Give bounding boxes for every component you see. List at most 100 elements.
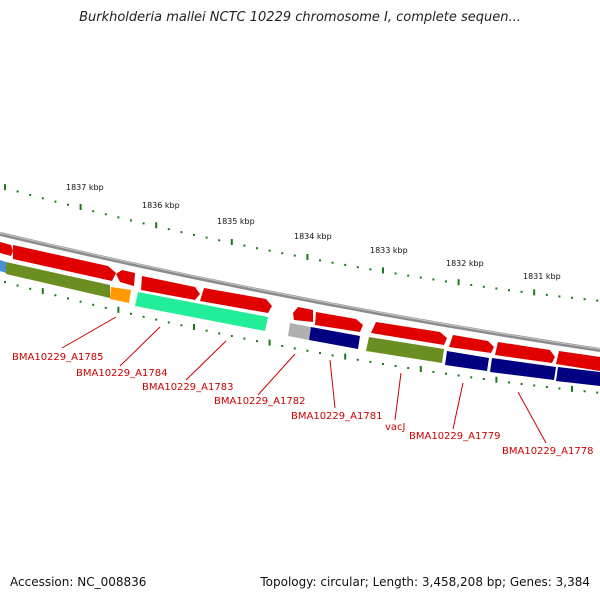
scale-tick-minor — [16, 284, 19, 287]
leader-a1779 — [452, 382, 464, 430]
scale-tick-minor — [293, 254, 296, 257]
gene-label-a1783[interactable]: BMA10229_A1783 — [142, 382, 233, 393]
gene-forward[interactable] — [200, 288, 272, 313]
leader-vacj — [394, 372, 402, 421]
gene-label-a1779[interactable]: BMA10229_A1779 — [409, 431, 500, 442]
leader-a1785 — [61, 316, 117, 349]
leader-a1778 — [517, 391, 547, 444]
scale-tick-minor — [92, 303, 95, 306]
gene-reverse-blue[interactable] — [0, 260, 6, 273]
gene-label-vacj[interactable]: vacJ — [385, 422, 406, 433]
scale-tick-minor — [596, 299, 599, 302]
scale-tick-major — [419, 366, 422, 372]
scale-tick-major — [344, 353, 347, 360]
scale-tick-minor — [92, 210, 95, 213]
scale-tick-minor — [407, 367, 410, 369]
scale-tick-minor — [29, 193, 32, 196]
scale-tick-minor — [369, 268, 372, 271]
label-leaders — [61, 316, 547, 444]
gene-forward[interactable] — [0, 242, 13, 256]
scale-tick-minor — [344, 263, 347, 266]
scale-tick-minor — [104, 213, 107, 216]
scale-tick-minor — [482, 285, 485, 288]
scale-tick-minor — [533, 384, 536, 387]
scale-label-1833: 1833 kbp — [370, 246, 408, 255]
scale-tick-minor — [558, 387, 561, 390]
scale-tick-minor — [16, 190, 19, 193]
scale-tick-major — [79, 204, 82, 210]
gene-forward[interactable] — [449, 335, 494, 353]
scale-tick-minor — [407, 274, 410, 277]
scale-tick-major — [495, 376, 498, 383]
scale-tick-minor — [193, 233, 195, 236]
gene-reverse-navy[interactable] — [490, 358, 556, 380]
scale-tick-minor — [293, 347, 296, 350]
scale-tick-minor — [167, 321, 170, 324]
gene-reverse-grey[interactable] — [288, 323, 311, 340]
scale-tick-minor — [571, 296, 573, 299]
scale-tick-minor — [331, 354, 334, 357]
scale-tick-minor — [596, 391, 599, 394]
scale-tick-minor — [41, 197, 44, 200]
scale-tick-minor — [104, 306, 107, 309]
gene-forward[interactable] — [371, 322, 447, 345]
scale-tick-minor — [130, 312, 132, 315]
gene-label-a1785[interactable]: BMA10229_A1785 — [12, 352, 103, 363]
gene-forward[interactable] — [556, 351, 600, 371]
scale-tick-minor — [180, 231, 183, 234]
gene-label-a1778[interactable]: BMA10229_A1778 — [502, 446, 593, 457]
gene-reverse-aqua[interactable] — [135, 292, 268, 331]
scale-ticks — [4, 184, 599, 394]
scale-label-1832: 1832 kbp — [446, 259, 484, 268]
scale-tick-minor — [394, 272, 397, 275]
scale-tick-minor — [29, 287, 32, 290]
backbone-highlight — [0, 232, 600, 350]
scale-tick-minor — [306, 349, 309, 352]
gene-forward[interactable] — [315, 312, 363, 332]
gene-forward[interactable] — [13, 245, 116, 281]
gene-label-a1781[interactable]: BMA10229_A1781 — [291, 411, 382, 422]
scale-tick-minor — [319, 352, 321, 355]
scale-tick-major — [571, 385, 573, 392]
gene-forward[interactable] — [495, 342, 555, 363]
scale-tick-minor — [470, 376, 473, 379]
gene-reverse-olive[interactable] — [366, 337, 444, 363]
gene-reverse-orange[interactable] — [110, 287, 131, 303]
reverse-strand-genes — [0, 260, 600, 386]
scale-tick-minor — [558, 295, 561, 298]
scale-tick-major — [533, 289, 536, 296]
gene-forward[interactable] — [293, 307, 313, 322]
scale-tick-minor — [369, 360, 372, 363]
topology-text: Topology: circular; Length: 3,458,208 bp… — [260, 575, 590, 589]
map-title: Burkholderia mallei NCTC 10229 chromosom… — [79, 10, 521, 25]
scale-tick-minor — [508, 381, 510, 384]
gene-reverse-navy[interactable] — [556, 367, 600, 386]
scale-label-1834: 1834 kbp — [294, 232, 332, 241]
scale-label-1837: 1837 kbp — [66, 183, 104, 192]
scale-tick-minor — [331, 261, 334, 264]
scale-tick-minor — [520, 383, 523, 385]
gene-reverse-olive[interactable] — [6, 262, 110, 298]
gene-label-a1784[interactable]: BMA10229_A1784 — [76, 368, 167, 379]
scale-tick-minor — [54, 200, 57, 203]
gene-reverse-navy[interactable] — [445, 351, 489, 371]
gene-reverse-navy[interactable] — [309, 327, 360, 349]
scale-tick-minor — [482, 378, 485, 380]
scale-tick-minor — [243, 244, 246, 247]
scale-tick-minor — [419, 276, 422, 279]
scale-tick-major — [4, 184, 6, 191]
scale-tick-minor — [356, 266, 359, 269]
scale-tick-minor — [470, 284, 473, 286]
scale-tick-major — [230, 239, 233, 245]
scale-tick-minor — [432, 370, 435, 373]
gene-forward[interactable] — [116, 270, 135, 286]
leader-a1783 — [185, 340, 227, 381]
scale-tick-minor — [356, 358, 359, 361]
gene-forward[interactable] — [141, 276, 200, 300]
scale-tick-minor — [256, 247, 258, 250]
scale-tick-minor — [205, 236, 208, 239]
scale-tick-minor — [117, 216, 120, 219]
scale-tick-minor — [445, 280, 447, 283]
gene-label-a1782[interactable]: BMA10229_A1782 — [214, 396, 305, 407]
